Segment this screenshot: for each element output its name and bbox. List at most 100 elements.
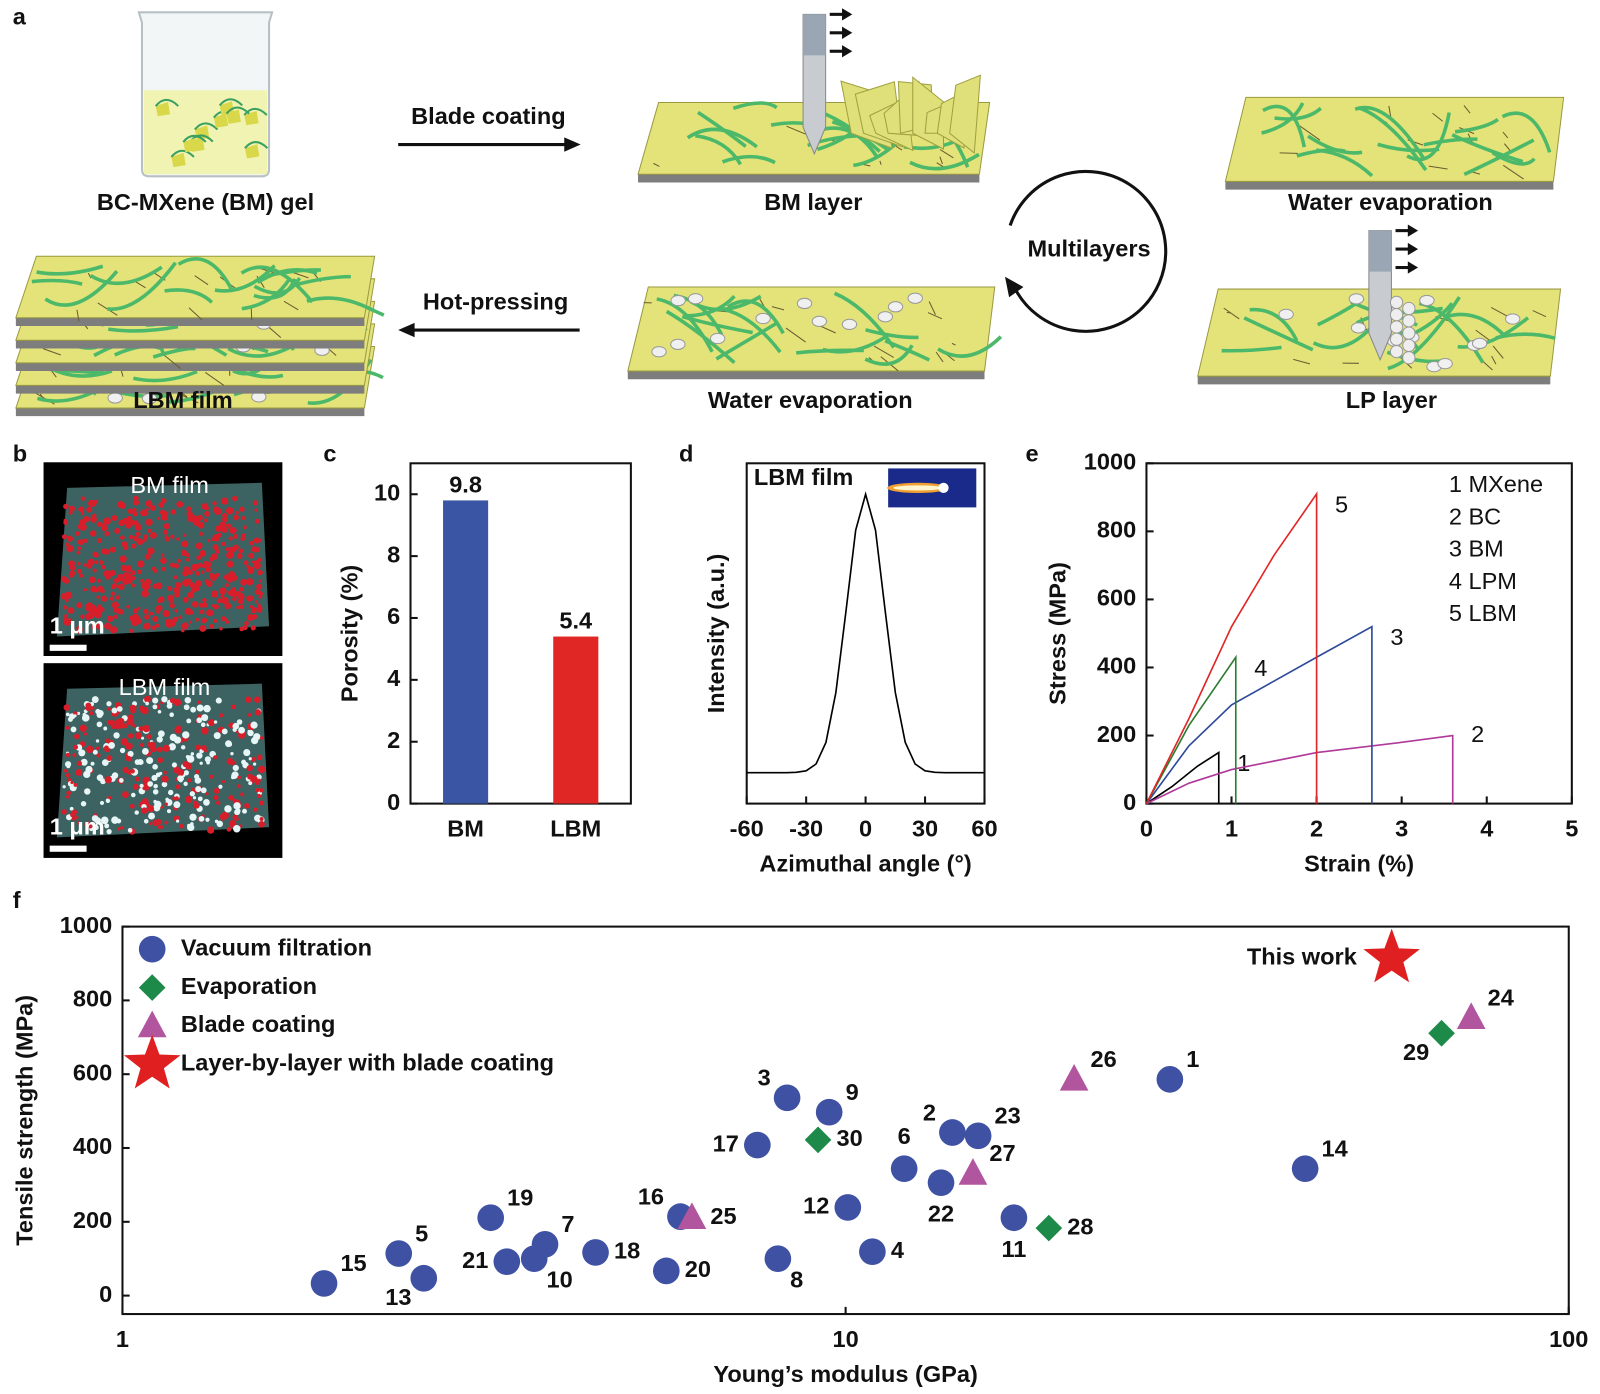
cellulose-fiber: [665, 309, 736, 365]
pore: [127, 714, 134, 720]
pore: [131, 576, 136, 581]
pore: [201, 727, 209, 735]
pore: [76, 711, 81, 716]
pore: [88, 576, 96, 584]
y-tick-label: 2: [387, 727, 400, 753]
pore: [177, 769, 185, 777]
pore: [78, 506, 85, 513]
x-axis-title: Azimuthal angle (°): [759, 850, 971, 876]
pore: [155, 623, 160, 628]
pore: [161, 566, 166, 572]
pore: [203, 704, 211, 713]
pore: [175, 784, 181, 790]
pore: [139, 760, 144, 765]
cellulose-fiber: [1377, 142, 1440, 153]
pore: [199, 531, 203, 536]
pore: [186, 506, 192, 512]
pore: [242, 624, 248, 631]
pore: [231, 771, 239, 779]
pore: [89, 530, 97, 537]
marker: [927, 1169, 955, 1197]
pore: [68, 560, 75, 568]
pore: [254, 508, 258, 512]
crack: [1491, 355, 1497, 365]
cellulose-fiber: [1501, 111, 1552, 153]
pore: [173, 563, 180, 569]
pore: [221, 811, 229, 820]
pore: [237, 553, 241, 557]
cellulose-fiber: [267, 268, 321, 278]
pore: [148, 812, 156, 820]
point-label: 13: [385, 1284, 411, 1310]
pore: [111, 514, 118, 521]
pore: [92, 749, 98, 755]
pore: [221, 616, 227, 622]
pore: [156, 736, 163, 743]
bar: [553, 636, 599, 804]
pore: [77, 524, 83, 530]
cellulose-fiber: [31, 278, 83, 286]
crack: [1502, 164, 1524, 180]
pore: [152, 764, 158, 770]
y-tick-label: 10: [374, 479, 400, 505]
pore: [206, 609, 214, 617]
curve-label: 3: [1390, 624, 1403, 650]
substrate: [15, 317, 365, 326]
pore: [237, 775, 241, 780]
pore: [240, 578, 247, 586]
polymer-sphere: [670, 294, 686, 307]
panel-label: b: [13, 440, 27, 466]
pore: [182, 542, 187, 547]
plot-frame: [409, 462, 632, 805]
pore: [83, 563, 87, 567]
pore: [85, 705, 92, 712]
pore: [139, 783, 144, 788]
pore: [212, 533, 221, 542]
pore: [231, 590, 238, 598]
cellulose-fiber: [225, 106, 250, 115]
polymer-sphere: [877, 311, 893, 323]
pore: [176, 500, 184, 508]
pore: [90, 761, 95, 766]
motion-arrowhead: [842, 8, 853, 21]
mxene-flake: [226, 109, 241, 124]
cycle-arrow: [1008, 169, 1168, 333]
pore: [133, 499, 140, 506]
point-label: 23: [995, 1103, 1021, 1129]
pore: [221, 728, 228, 735]
x-tick-label: -30: [789, 815, 823, 841]
inset-glow: [938, 482, 949, 494]
crack: [204, 371, 225, 386]
pore: [65, 725, 70, 730]
polymer-sphere: [1402, 301, 1416, 316]
marker: [123, 1034, 181, 1089]
pore: [258, 538, 262, 542]
polymer-sphere: [907, 292, 923, 304]
mxene-flake: [155, 101, 171, 117]
cellulose-fiber: [695, 133, 743, 166]
pore: [67, 716, 73, 722]
cellulose-fiber: [1445, 312, 1507, 338]
pore: [232, 495, 238, 502]
crack: [1428, 165, 1448, 170]
pore: [127, 750, 134, 758]
pore: [224, 805, 232, 813]
pore: [86, 562, 93, 569]
cellulose-fiber: [1243, 316, 1314, 352]
crack: [163, 354, 181, 370]
plot-frame: [121, 925, 1570, 1316]
pore: [182, 596, 189, 603]
cellulose-fiber: [1261, 102, 1305, 135]
pore: [204, 518, 209, 523]
pore: [258, 609, 262, 613]
pore: [249, 605, 254, 609]
pore: [246, 765, 253, 772]
pore: [142, 724, 151, 733]
panel-label: c: [323, 440, 336, 466]
pore: [90, 624, 96, 630]
pore: [225, 620, 230, 624]
pore: [120, 737, 129, 746]
pore: [219, 713, 224, 718]
pore: [160, 557, 167, 564]
polymer-sphere: [1437, 357, 1453, 370]
